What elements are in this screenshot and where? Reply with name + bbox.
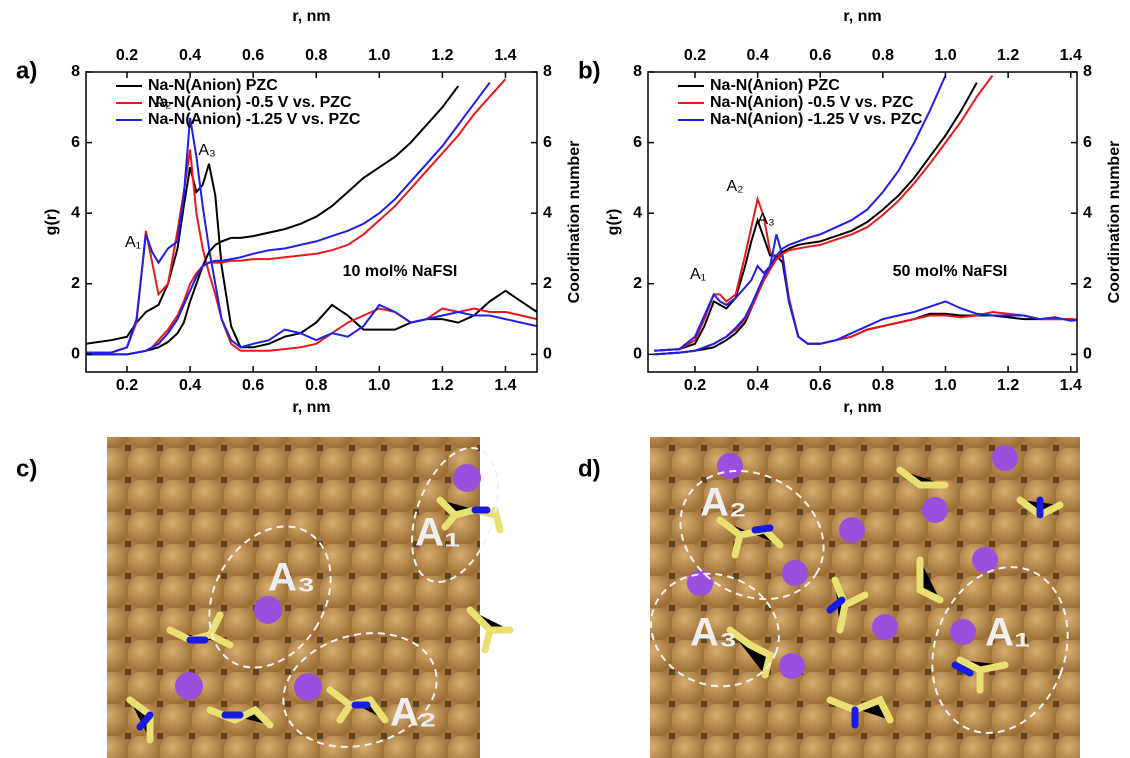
image-label: A₂ [390, 691, 437, 735]
image-label: A₂ [700, 481, 747, 525]
x2-tick-label: 1.2 [997, 47, 1019, 64]
y2-tick-label: 4 [543, 204, 552, 221]
x2-tick-label: 1.4 [494, 47, 516, 64]
y2-axis-label: Coordination number [566, 141, 583, 304]
y-tick-label: 4 [71, 204, 80, 221]
x-tick-label: 0.2 [684, 377, 706, 394]
x2-tick-label: 0.2 [684, 47, 706, 64]
y2-tick-label: 4 [1083, 204, 1092, 221]
image-label: A₁ [415, 511, 460, 555]
y-tick-label: 0 [71, 346, 80, 363]
legend-label: Na-N(Anion) -0.5 V vs. PZC [148, 94, 352, 111]
x2-tick-label: 0.6 [809, 47, 831, 64]
data-line [654, 220, 1102, 351]
x2-tick-label: 0.6 [242, 47, 264, 64]
y2-tick-label: 8 [1083, 63, 1092, 80]
image-label: A₃ [690, 611, 737, 655]
y-axis-label: g(r) [43, 209, 60, 236]
y-tick-label: 0 [633, 346, 642, 363]
panel-label: b) [578, 57, 601, 84]
x-tick-label: 0.6 [242, 377, 264, 394]
y2-tick-label: 6 [543, 134, 552, 151]
x2-axis-label: r, nm [292, 8, 330, 25]
panel-label: d) [578, 455, 601, 482]
x2-axis-label: r, nm [843, 8, 881, 25]
x-tick-label: 0.4 [746, 377, 768, 394]
y2-tick-label: 2 [1083, 275, 1092, 292]
x-axis-label: r, nm [843, 399, 881, 416]
x-tick-label: 1.0 [934, 377, 956, 394]
data-line [654, 234, 1102, 350]
y-tick-label: 6 [633, 134, 642, 151]
y2-axis-label: Coordination number [1106, 141, 1123, 304]
x-tick-label: 1.4 [494, 377, 516, 394]
x2-tick-label: 1.0 [934, 47, 956, 64]
annotation: A₁ [690, 266, 706, 283]
x-tick-label: 1.2 [431, 377, 453, 394]
image-label: A₁ [985, 611, 1030, 655]
panel-label: a) [16, 57, 37, 84]
x2-tick-label: 1.2 [431, 47, 453, 64]
image-label: A₃ [268, 556, 315, 600]
y-axis-label: g(r) [605, 209, 622, 236]
x-tick-label: 0.8 [872, 377, 894, 394]
y2-tick-label: 2 [543, 275, 552, 292]
annotation: A₃ [198, 142, 215, 159]
annotation: A₂ [727, 178, 744, 195]
annotation: 50 mol% NaFSI [893, 263, 1008, 280]
x2-tick-label: 0.8 [872, 47, 894, 64]
x2-tick-label: 0.8 [305, 47, 327, 64]
x-tick-label: 1.0 [368, 377, 390, 394]
legend-label: Na-N(Anion) PZC [710, 77, 840, 94]
edge [480, 437, 495, 758]
legend-label: Na-N(Anion) PZC [148, 77, 278, 94]
y-tick-label: 2 [71, 275, 80, 292]
x2-tick-label: 1.0 [368, 47, 390, 64]
x-axis-label: r, nm [292, 399, 330, 416]
y-tick-label: 4 [633, 204, 642, 221]
figure: A₁ A₂ A₃ A₁ A₂ A₃ c) d) a) 0.2 0.2 0.4 0.4 0.… [0, 0, 1130, 758]
legend-label: Na-N(Anion) -1.25 V vs. PZC [148, 111, 361, 128]
x-tick-label: 0.8 [305, 377, 327, 394]
legend-label: Na-N(Anion) -0.5 V vs. PZC [710, 94, 914, 111]
x-tick-label: 1.2 [997, 377, 1019, 394]
y2-tick-label: 0 [1083, 346, 1092, 363]
y2-tick-label: 8 [543, 63, 552, 80]
annotation: A₃ [757, 211, 774, 228]
x-tick-label: 0.6 [809, 377, 831, 394]
data-line [86, 150, 537, 353]
data-line [654, 199, 1102, 351]
y2-tick-label: 0 [543, 346, 552, 363]
legend-label: Na-N(Anion) -1.25 V vs. PZC [710, 111, 923, 128]
x2-tick-label: 0.4 [179, 47, 201, 64]
x2-tick-label: 1.4 [1060, 47, 1082, 64]
annotation: 10 mol% NaFSI [343, 263, 458, 280]
y-tick-label: 6 [71, 134, 80, 151]
annotation: A₁ [125, 234, 141, 251]
x-tick-label: 0.4 [179, 377, 201, 394]
x2-tick-label: 0.4 [746, 47, 768, 64]
y-tick-label: 8 [71, 63, 80, 80]
x2-tick-label: 0.2 [116, 47, 138, 64]
x-tick-label: 0.2 [116, 377, 138, 394]
y-tick-label: 2 [633, 275, 642, 292]
x-tick-label: 1.4 [1060, 377, 1082, 394]
y-tick-label: 8 [633, 63, 642, 80]
y2-tick-label: 6 [1083, 134, 1092, 151]
panel-label: c) [16, 455, 37, 482]
annotation: A₂ [155, 94, 172, 111]
